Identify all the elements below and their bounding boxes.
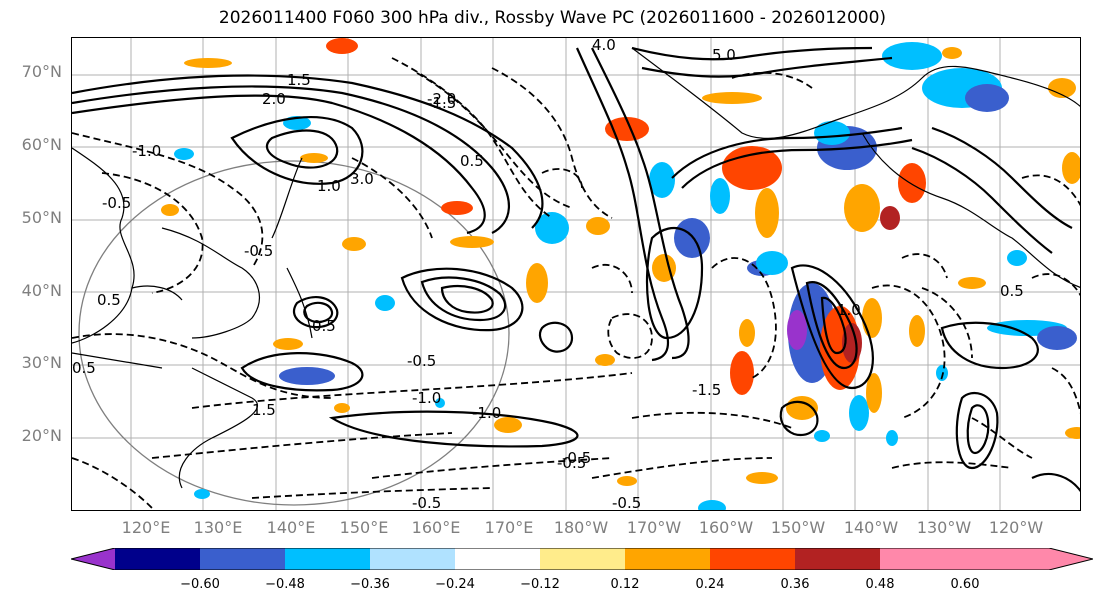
positive-contours bbox=[72, 46, 1080, 493]
contour-label: -1.0 bbox=[412, 389, 441, 407]
graticule bbox=[72, 38, 1080, 510]
contour-label: -0.5 bbox=[407, 352, 436, 370]
colorbar-tick: −0.12 bbox=[520, 577, 560, 592]
colorbar-segment bbox=[455, 548, 540, 570]
colorbar-tick: 0.24 bbox=[695, 577, 725, 592]
contour-label: -1.5 bbox=[427, 94, 456, 112]
colorbar-segment bbox=[540, 548, 625, 570]
colorbar-tick: −0.48 bbox=[265, 577, 305, 592]
contour-label: -0.5 bbox=[244, 242, 273, 260]
coastlines bbox=[72, 47, 1080, 489]
colorbar-segment bbox=[285, 548, 370, 570]
contour-label: 1.0 bbox=[317, 177, 341, 195]
contour-label: -1.5 bbox=[692, 381, 721, 399]
contour-label: 1.0 bbox=[837, 301, 861, 319]
colorbar-segment bbox=[710, 548, 795, 570]
colorbar-segment bbox=[115, 548, 200, 570]
contour-label: 0.5 bbox=[97, 291, 121, 309]
lon-label: 130°W bbox=[916, 518, 972, 537]
colorbar-tick: 0.60 bbox=[950, 577, 980, 592]
colorbar-segment bbox=[880, 548, 965, 570]
lat-label: 40°N bbox=[21, 281, 62, 300]
colorbar-tick: 0.48 bbox=[865, 577, 895, 592]
map-canvas: 4.0 5.0 2.0 1.5 1.0 0.5 -0.5 -1.0 -1.5 -… bbox=[72, 38, 1080, 511]
lon-label: 120°E bbox=[121, 518, 171, 537]
lon-label: 140°W bbox=[843, 518, 899, 537]
colorbar-segment bbox=[625, 548, 710, 570]
lon-label: 180°W bbox=[553, 518, 609, 537]
contour-label: -0.5 bbox=[102, 194, 131, 212]
contour-label: 0.5 bbox=[312, 317, 336, 335]
colorbar-tick: 0.36 bbox=[780, 577, 810, 592]
contour-label: -2.0 bbox=[427, 90, 456, 108]
colorbar-tick: −0.36 bbox=[350, 577, 390, 592]
map-panel: 4.0 5.0 2.0 1.5 1.0 0.5 -0.5 -1.0 -1.5 -… bbox=[71, 37, 1081, 511]
contour-label: -1.0 bbox=[472, 404, 501, 422]
contour-labels: 4.0 5.0 2.0 1.5 1.0 0.5 -0.5 -1.0 -1.5 -… bbox=[72, 38, 1024, 511]
lat-label: 60°N bbox=[21, 135, 62, 154]
phase-circle bbox=[78, 160, 510, 506]
contour-label: -0.5 bbox=[557, 454, 586, 472]
lon-label: 130°E bbox=[193, 518, 243, 537]
lon-label: 140°E bbox=[266, 518, 316, 537]
figure-title: 2026011400 F060 300 hPa div., Rossby Wav… bbox=[218, 8, 887, 28]
lon-label: 170°E bbox=[484, 518, 534, 537]
colorbar-extend-right bbox=[965, 548, 1093, 570]
contour-label: 4.0 bbox=[592, 38, 616, 54]
colorbar-tick: 0.12 bbox=[610, 577, 640, 592]
contour-label: 0.5 bbox=[1000, 282, 1024, 300]
colorbar-segment bbox=[795, 548, 880, 570]
negative-contours bbox=[72, 57, 1080, 509]
contour-label: -0.5 bbox=[612, 494, 641, 511]
lat-label: 70°N bbox=[21, 62, 62, 81]
lon-label: 150°E bbox=[339, 518, 389, 537]
lat-label: 50°N bbox=[21, 208, 62, 227]
lon-label: 150°W bbox=[770, 518, 826, 537]
colorbar-segment bbox=[200, 548, 285, 570]
lat-label: 20°N bbox=[21, 426, 62, 445]
contour-label: -0.5 bbox=[412, 494, 441, 511]
contour-label: 1.5 bbox=[252, 401, 276, 419]
contour-label: 0.5 bbox=[460, 152, 484, 170]
lon-label: 160°W bbox=[698, 518, 754, 537]
colorbar bbox=[71, 548, 1093, 570]
contour-label: 5.0 bbox=[712, 46, 736, 64]
lat-label: 30°N bbox=[21, 353, 62, 372]
contour-label: -1.0 bbox=[132, 142, 161, 160]
contour-label: -0.5 bbox=[562, 449, 591, 467]
contour-label: 1.5 bbox=[287, 71, 311, 89]
lon-label: 170°W bbox=[626, 518, 682, 537]
contour-label: 2.0 bbox=[262, 90, 286, 108]
lon-label: 120°W bbox=[988, 518, 1044, 537]
contour-label: 0.5 bbox=[72, 359, 96, 377]
contour-label: 3.0 bbox=[350, 170, 374, 188]
colorbar-segment bbox=[370, 548, 455, 570]
colorbar-extend-left bbox=[71, 548, 115, 570]
colorbar-tick: −0.60 bbox=[180, 577, 220, 592]
lon-label: 160°E bbox=[411, 518, 461, 537]
colorbar-tick: −0.24 bbox=[435, 577, 475, 592]
